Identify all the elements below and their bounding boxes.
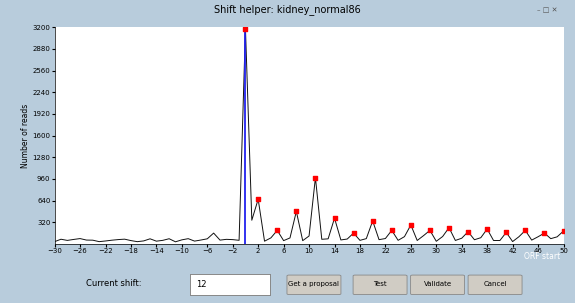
Text: Get a proposal: Get a proposal <box>289 281 339 288</box>
Text: Current shift:: Current shift: <box>86 279 142 288</box>
Point <box>311 175 320 180</box>
FancyBboxPatch shape <box>287 275 341 295</box>
Point <box>387 228 396 233</box>
Point <box>559 229 568 234</box>
Text: 12: 12 <box>196 280 206 289</box>
Point <box>540 231 549 235</box>
Point <box>368 218 377 223</box>
Point <box>426 228 435 233</box>
Point <box>254 197 263 202</box>
Point <box>241 26 250 31</box>
Point <box>349 231 358 235</box>
Point <box>406 222 415 227</box>
Y-axis label: Number of reads: Number of reads <box>21 103 30 168</box>
FancyBboxPatch shape <box>353 275 407 295</box>
Text: ORF start: ORF start <box>524 252 560 261</box>
Text: – □ ✕: – □ ✕ <box>537 7 558 13</box>
Text: Shift helper: kidney_normal86: Shift helper: kidney_normal86 <box>214 5 361 15</box>
Point <box>292 209 301 214</box>
Point <box>501 230 511 235</box>
Point <box>273 228 282 233</box>
Text: Validate: Validate <box>424 281 451 288</box>
Point <box>463 229 473 234</box>
Point <box>330 216 339 221</box>
Point <box>482 227 492 231</box>
Text: Cancel: Cancel <box>483 281 507 288</box>
Text: Test: Test <box>373 281 387 288</box>
Point <box>521 228 530 233</box>
FancyBboxPatch shape <box>411 275 465 295</box>
Point <box>444 225 454 230</box>
FancyBboxPatch shape <box>468 275 522 295</box>
